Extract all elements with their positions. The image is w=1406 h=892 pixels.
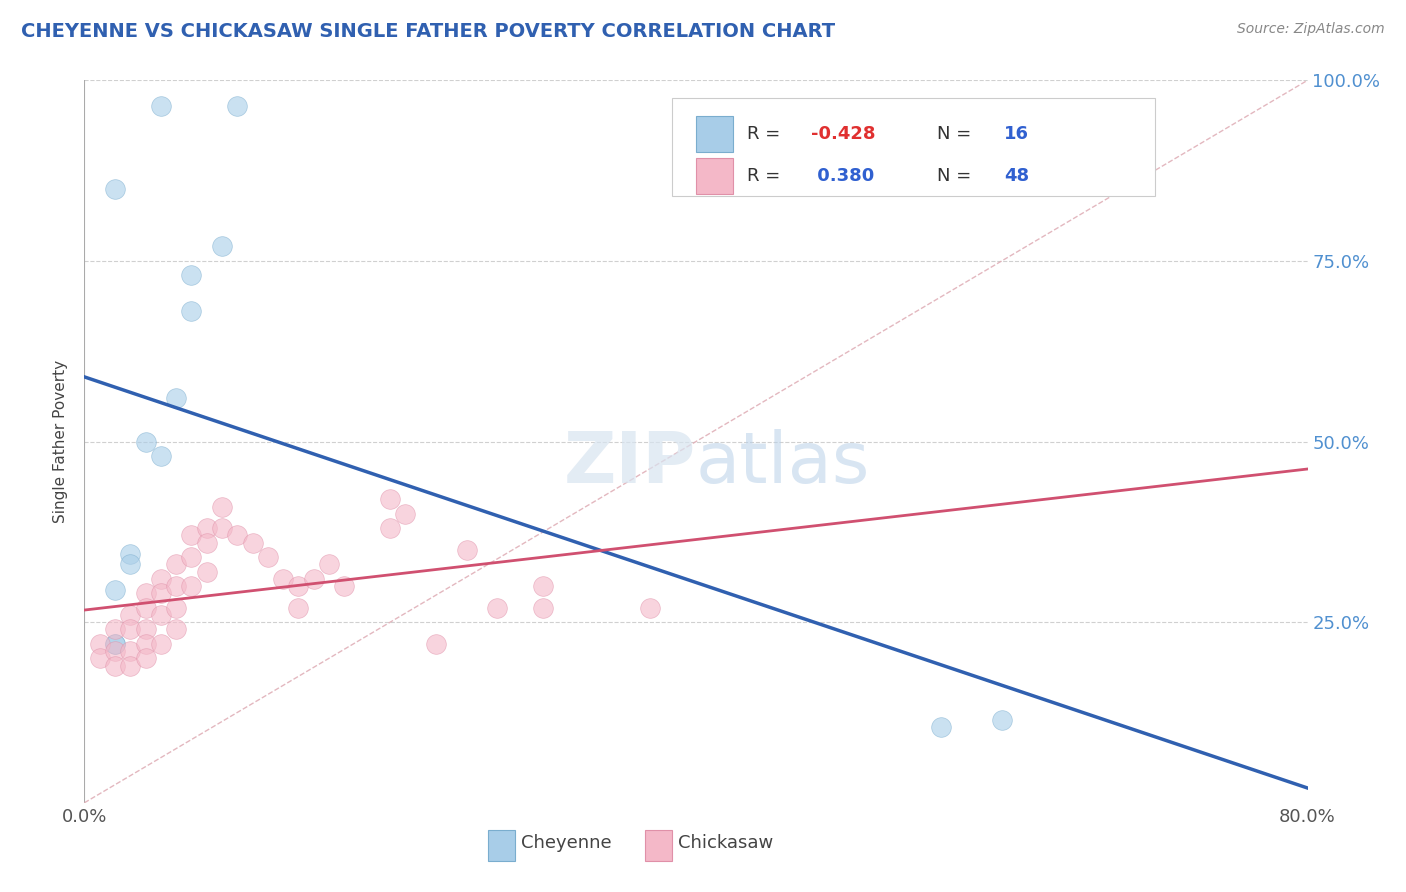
FancyBboxPatch shape (696, 158, 733, 194)
Point (149, 449, 172, 463)
Point (380, 492, 402, 507)
Point (929, 720, 952, 734)
Text: CHEYENNE VS CHICKASAW SINGLE FATHER POVERTY CORRELATION CHART: CHEYENNE VS CHICKASAW SINGLE FATHER POVE… (21, 22, 835, 41)
Point (104, 637, 127, 651)
FancyBboxPatch shape (488, 830, 515, 861)
Point (104, 644, 127, 658)
Point (195, 521, 218, 535)
Text: R =: R = (748, 125, 786, 143)
Text: 48: 48 (1004, 167, 1029, 185)
Point (394, 507, 416, 521)
Point (120, 607, 142, 622)
Point (425, 637, 447, 651)
Point (120, 658, 142, 673)
Point (486, 600, 509, 615)
Point (531, 579, 554, 593)
Point (211, 521, 233, 535)
Point (149, 637, 172, 651)
Point (180, 528, 202, 542)
Point (104, 182, 127, 196)
Text: Source: ZipAtlas.com: Source: ZipAtlas.com (1237, 22, 1385, 37)
Point (638, 600, 661, 615)
Text: -0.428: -0.428 (811, 125, 876, 143)
Point (165, 579, 187, 593)
Point (104, 623, 127, 637)
Point (104, 658, 127, 673)
Point (89, 651, 111, 665)
Point (180, 579, 202, 593)
Point (120, 644, 142, 658)
Point (531, 600, 554, 615)
Point (149, 607, 172, 622)
Text: 0.380: 0.380 (811, 167, 875, 185)
Point (120, 623, 142, 637)
Point (104, 582, 127, 597)
Point (135, 600, 157, 615)
Text: Cheyenne: Cheyenne (522, 833, 612, 852)
Point (149, 98, 172, 112)
Point (302, 572, 325, 586)
Point (149, 572, 172, 586)
Point (165, 391, 187, 405)
Point (180, 550, 202, 565)
Text: N =: N = (936, 167, 977, 185)
Point (991, 713, 1014, 727)
Point (120, 558, 142, 572)
Y-axis label: Single Father Poverty: Single Father Poverty (53, 360, 69, 523)
Point (165, 558, 187, 572)
Text: 16: 16 (1004, 125, 1029, 143)
Point (333, 579, 356, 593)
Point (180, 304, 202, 318)
Point (195, 565, 218, 579)
Text: Chickasaw: Chickasaw (678, 833, 773, 852)
FancyBboxPatch shape (696, 115, 733, 152)
Point (318, 558, 340, 572)
Point (104, 637, 127, 651)
Point (120, 547, 142, 561)
Text: atlas: atlas (696, 429, 870, 498)
Point (135, 637, 157, 651)
Point (165, 600, 187, 615)
Point (380, 521, 402, 535)
Point (257, 550, 280, 565)
Point (89, 637, 111, 651)
Point (456, 542, 478, 557)
Point (135, 586, 157, 600)
Point (242, 535, 264, 549)
Point (165, 623, 187, 637)
Point (135, 623, 157, 637)
FancyBboxPatch shape (644, 830, 672, 861)
Point (226, 528, 249, 542)
Point (180, 268, 202, 283)
FancyBboxPatch shape (672, 98, 1154, 196)
Point (271, 572, 294, 586)
Point (135, 434, 157, 449)
Text: ZIP: ZIP (564, 429, 696, 498)
Point (226, 98, 249, 112)
Point (211, 500, 233, 514)
Text: N =: N = (936, 125, 977, 143)
Point (287, 579, 309, 593)
Point (211, 239, 233, 253)
Point (149, 586, 172, 600)
Point (135, 651, 157, 665)
Point (195, 535, 218, 549)
Text: R =: R = (748, 167, 786, 185)
Point (287, 600, 309, 615)
